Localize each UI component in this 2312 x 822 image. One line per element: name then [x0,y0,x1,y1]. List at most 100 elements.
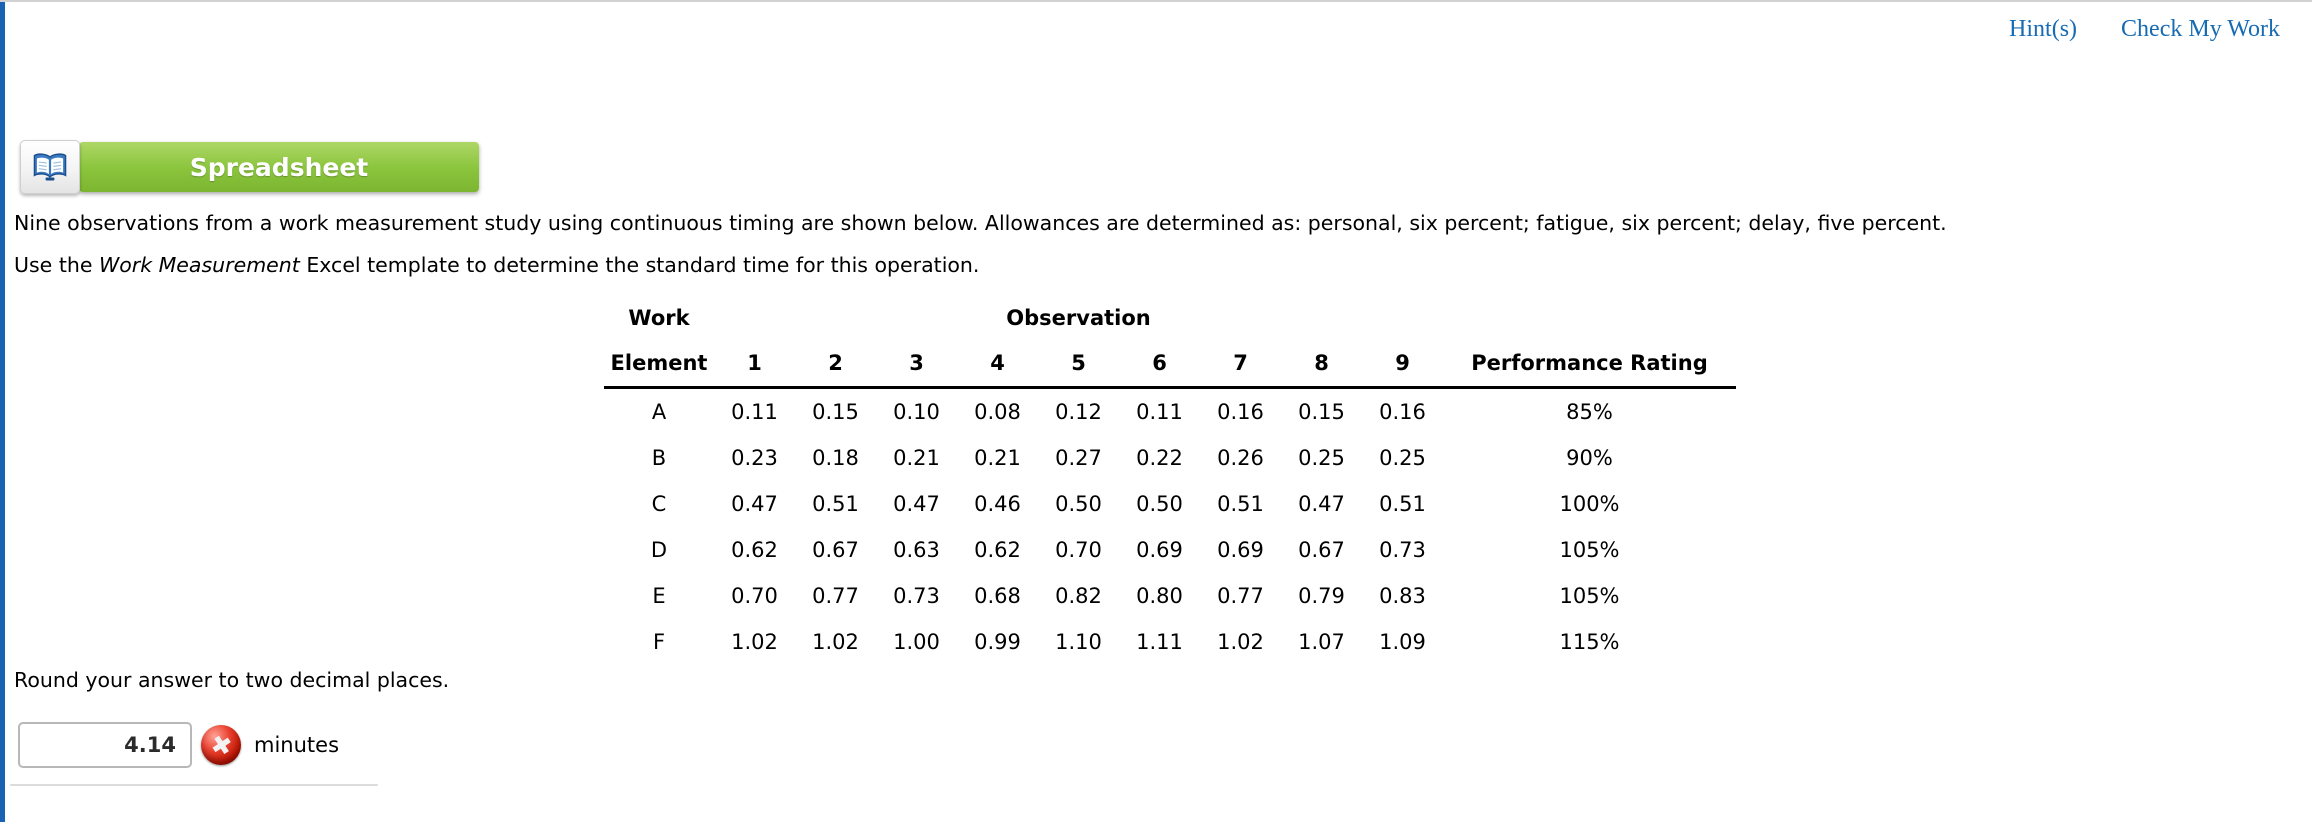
observation-cell: 0.16 [1379,400,1426,424]
observation-cell: 0.21 [893,446,940,470]
observation-cell: 0.62 [731,538,778,562]
obs-col-header: 5 [1038,340,1119,389]
observation-cell: 0.63 [893,538,940,562]
obs-col-header: 6 [1119,340,1200,389]
obs-col-header: 3 [876,340,957,389]
observation-cell: 0.51 [1379,492,1426,516]
observation-cell: 0.15 [812,400,859,424]
observation-cell: 0.99 [974,630,1021,654]
top-links: Hint(s) Check My Work [2009,16,2280,43]
answer-row: ✖ minutes [18,722,339,768]
hints-link[interactable]: Hint(s) [2009,16,2078,42]
observation-cell: 0.51 [812,492,859,516]
observation-cell: 1.11 [1136,630,1183,654]
table-row: F 1.02 1.02 1.00 0.99 1.10 1.11 1.02 1.07 1.09 115… [604,619,1736,665]
observation-cell: 0.82 [1055,584,1102,608]
table-row: C 0.47 0.51 0.47 0.46 0.50 0.50 0.51 0.47 0.51 100… [604,481,1736,527]
observation-cell: 0.69 [1217,538,1264,562]
observation-cell: 0.70 [731,584,778,608]
observation-cell: 0.47 [731,492,778,516]
element-header: Element [604,340,714,389]
observation-cell: 0.47 [1298,492,1345,516]
table-row: A 0.11 0.15 0.10 0.08 0.12 0.11 0.16 0.15 0.16 85% [604,388,1736,436]
work-element-cell: E [652,584,666,608]
table-header-row: Element 1 2 3 4 5 6 7 8 9 Performance Ra… [604,340,1736,389]
obs-col-header: 1 [714,340,795,389]
table-row: B 0.23 0.18 0.21 0.21 0.27 0.22 0.26 0.25 0.25 90% [604,435,1736,481]
incorrect-x-icon: ✖ [201,725,241,765]
answer-input[interactable] [18,722,192,768]
observation-cell: 0.83 [1379,584,1426,608]
performance-rating-cell: 85% [1566,400,1613,424]
obs-col-header: 8 [1281,340,1362,389]
performance-rating-cell: 90% [1566,446,1613,470]
observation-cell: 1.02 [1217,630,1264,654]
observation-cell: 0.70 [1055,538,1102,562]
observation-cell: 0.11 [1136,400,1183,424]
work-element-cell: F [652,630,666,654]
observation-header: Observation [1006,306,1151,330]
left-accent-bar [0,2,5,822]
observation-cell: 0.51 [1217,492,1264,516]
spreadsheet-launcher: Spreadsheet [20,140,479,194]
observation-cell: 0.46 [974,492,1021,516]
observation-cell: 0.26 [1217,446,1264,470]
performance-rating-header: Performance Rating [1443,340,1736,389]
observation-cell: 0.11 [731,400,778,424]
observation-cell: 0.16 [1217,400,1264,424]
obs-col-header: 2 [795,340,876,389]
observation-cell: 1.02 [731,630,778,654]
observation-cell: 0.15 [1298,400,1345,424]
observation-cell: 0.21 [974,446,1021,470]
observation-cell: 0.79 [1298,584,1345,608]
obs-col-header: 9 [1362,340,1443,389]
performance-rating-spacer [1443,296,1736,340]
obs-col-header: 4 [957,340,1038,389]
observation-cell: 1.10 [1055,630,1102,654]
observation-cell: 0.69 [1136,538,1183,562]
observation-cell: 0.50 [1136,492,1183,516]
performance-rating-cell: 115% [1559,630,1620,654]
observation-cell: 0.73 [1379,538,1426,562]
work-element-cell: D [650,538,668,562]
observation-cell: 0.47 [893,492,940,516]
observation-cell: 0.67 [1298,538,1345,562]
problem-line-2: Use the Work Measurement Excel template … [14,253,980,277]
observation-cell: 0.08 [974,400,1021,424]
observation-cell: 0.10 [893,400,940,424]
partial-divider [10,784,378,786]
table-header-row-group: Work Observation [604,296,1736,340]
performance-rating-cell: 105% [1559,538,1620,562]
observation-cell: 0.80 [1136,584,1183,608]
problem-statement: Nine observations from a work measuremen… [14,202,2302,286]
observation-cell: 1.00 [893,630,940,654]
observation-cell: 0.62 [974,538,1021,562]
observation-cell: 0.77 [812,584,859,608]
rounding-instruction: Round your answer to two decimal places. [14,668,450,692]
observation-cell: 0.12 [1055,400,1102,424]
template-name-italic: Work Measurement [98,253,300,277]
obs-col-header: 7 [1200,340,1281,389]
observation-cell: 1.07 [1298,630,1345,654]
observation-cell: 0.68 [974,584,1021,608]
spreadsheet-button[interactable]: Spreadsheet [79,142,479,192]
performance-rating-cell: 105% [1559,584,1620,608]
work-element-cell: A [651,400,667,424]
observation-cell: 0.73 [893,584,940,608]
table-row: E 0.70 0.77 0.73 0.68 0.82 0.80 0.77 0.79 0.83 105… [604,573,1736,619]
observation-cell: 0.25 [1298,446,1345,470]
spreadsheet-icon-button[interactable] [20,140,80,194]
observation-cell: 0.67 [812,538,859,562]
observation-cell: 0.25 [1379,446,1426,470]
answer-unit-label: minutes [254,733,340,757]
work-element-cell: B [651,446,667,470]
observation-cell: 1.02 [812,630,859,654]
observation-cell: 0.77 [1217,584,1264,608]
problem-line-1: Nine observations from a work measuremen… [14,211,1947,235]
observation-cell: 0.27 [1055,446,1102,470]
observations-table: Work Observation Element 1 2 3 4 5 6 7 8… [604,296,1736,665]
table-row: D 0.62 0.67 0.63 0.62 0.70 0.69 0.69 0.67 0.73 105… [604,527,1736,573]
check-my-work-link[interactable]: Check My Work [2121,16,2280,42]
observation-cell: 0.22 [1136,446,1183,470]
